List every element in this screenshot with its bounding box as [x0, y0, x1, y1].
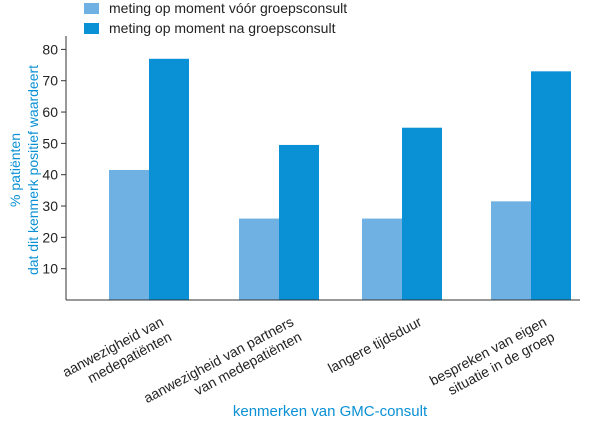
bar-after	[149, 58, 189, 300]
y-axis-title: % patiënten dat dit kenmerk positief waar…	[7, 65, 41, 275]
y-tick-label: 10	[42, 261, 58, 277]
x-axis-label: kenmerken van GMC-consult	[233, 403, 428, 420]
y-tick-label: 80	[42, 41, 58, 57]
bar-before	[109, 170, 149, 300]
bar-before	[491, 201, 531, 300]
axes	[65, 36, 580, 301]
y-axis-title-line: % patiënten	[7, 133, 23, 207]
bar-before	[239, 218, 279, 300]
legend-label: meting op moment na groepsconsult	[109, 20, 336, 36]
x-tick-label-line: langere tijdsduur	[325, 313, 424, 376]
x-axis-title: kenmerken van GMC-consult	[233, 403, 428, 420]
legend: meting op moment vóór groepsconsult metin…	[84, 0, 347, 36]
bar-after	[279, 144, 319, 300]
bar-after	[402, 127, 442, 300]
bar-before	[362, 218, 402, 300]
legend-swatch	[84, 3, 99, 14]
y-tick-label: 70	[42, 73, 58, 89]
bars	[109, 58, 571, 300]
y-axis-ticks: 10 20 30 40 50 60 70 80	[42, 41, 66, 277]
y-tick-label: 20	[42, 229, 58, 245]
y-axis-title-line: dat dit kenmerk positief waardeert	[25, 65, 41, 275]
legend-swatch	[84, 23, 99, 34]
bar-after	[531, 71, 571, 300]
x-tick-label: langere tijdsduur	[325, 313, 424, 376]
legend-label: meting op moment vóór groepsconsult	[109, 0, 347, 16]
y-tick-label: 50	[42, 135, 58, 151]
y-tick-label: 60	[42, 104, 58, 120]
y-tick-label: 40	[42, 167, 58, 183]
y-axis-label: % patiënten dat dit kenmerk positief waar…	[7, 65, 41, 275]
y-tick-label: 30	[42, 198, 58, 214]
